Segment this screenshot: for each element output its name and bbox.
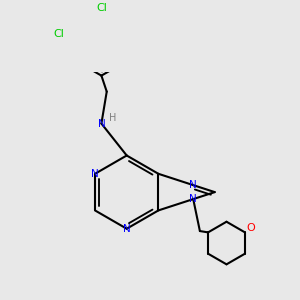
Text: Cl: Cl xyxy=(53,29,64,39)
Text: N: N xyxy=(123,224,130,234)
Text: Cl: Cl xyxy=(96,3,107,13)
Text: N: N xyxy=(189,180,197,190)
Text: O: O xyxy=(246,224,255,233)
Text: N: N xyxy=(91,169,99,179)
Text: N: N xyxy=(189,194,197,204)
Text: H: H xyxy=(109,113,116,123)
Text: N: N xyxy=(98,118,105,128)
